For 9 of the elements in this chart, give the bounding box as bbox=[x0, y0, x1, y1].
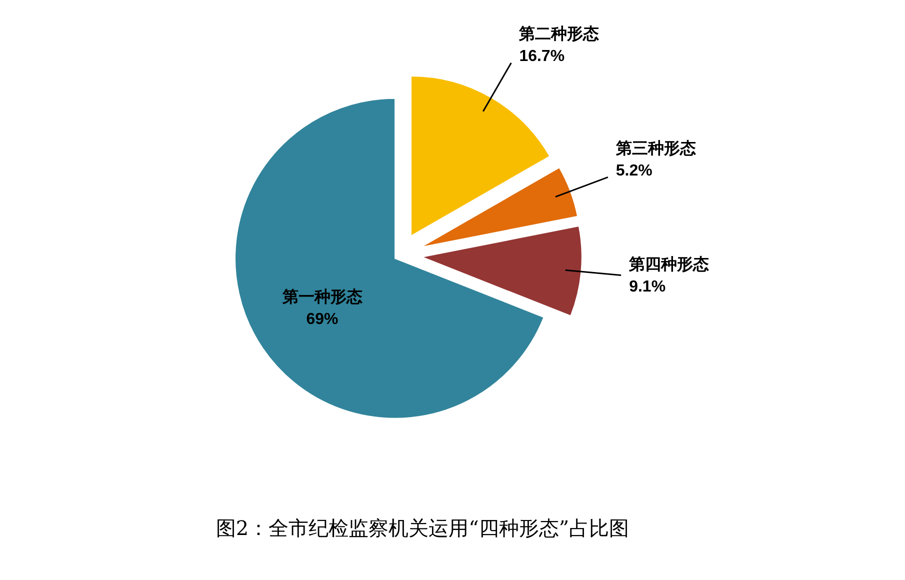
slice-label: 第一种形态 bbox=[281, 288, 362, 306]
slice-label: 第四种形态 bbox=[628, 255, 710, 274]
slice-label: 第三种形态 bbox=[614, 139, 696, 158]
data-label: 5.2% bbox=[616, 162, 652, 180]
slice-label: 第二种形态 bbox=[518, 25, 600, 44]
text: 图2：全市纪检监察机关运用“四种形态”占比图 bbox=[216, 516, 630, 540]
data-label: 9.1% bbox=[629, 278, 666, 296]
data-label: 16.7% bbox=[519, 48, 565, 66]
data-label: 69% bbox=[306, 311, 338, 328]
